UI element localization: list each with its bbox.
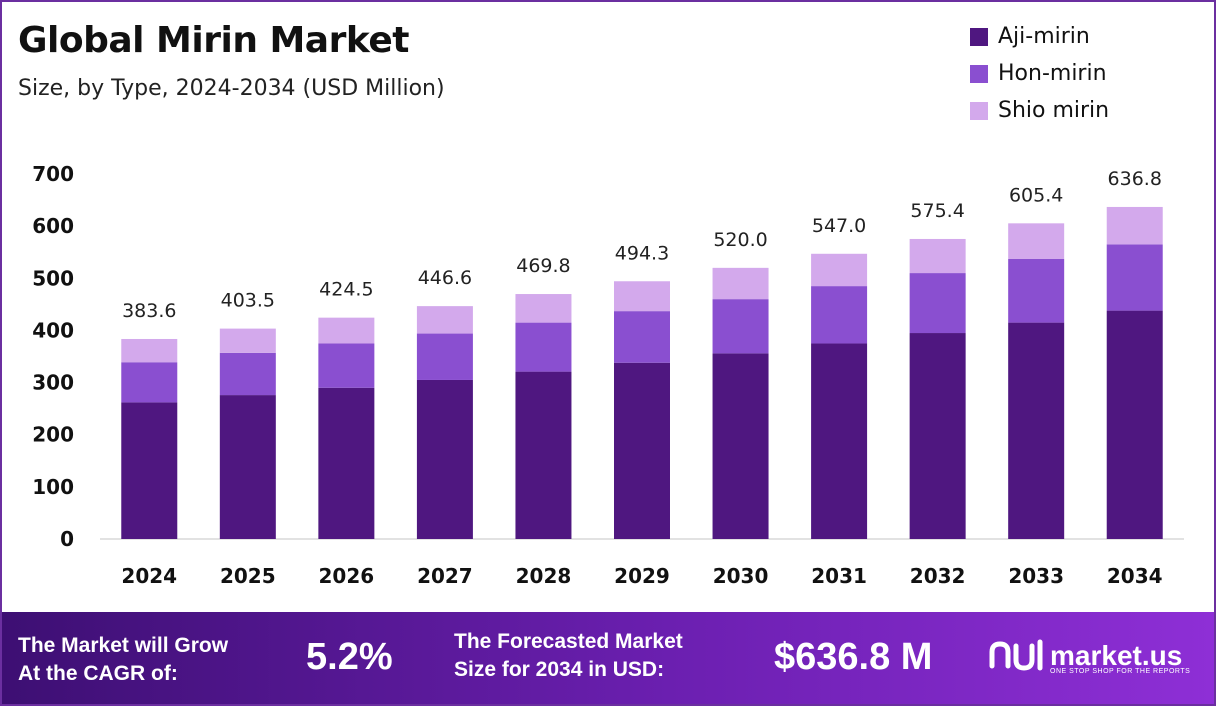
legend-label-aji: Aji-mirin [998,24,1090,49]
bar-segment-hon [712,299,769,354]
x-tick-label: 2027 [417,564,473,588]
logo-text: market.us [1050,640,1183,671]
bar-segment-shio [219,328,276,353]
bar-segment-aji [712,353,769,539]
bar-chart: 0 100 200 300 400 500 600 700 383.6 2024 403.5 2025… [32,162,1184,588]
x-tick-label: 2030 [713,564,769,588]
bar-total-label: 520.0 [713,229,767,251]
legend-swatch-shio [970,101,988,120]
bar-segment-aji [1008,322,1065,539]
bar-segment-aji [515,371,572,539]
bar-total-label: 469.8 [516,255,570,277]
y-tick-label: 100 [32,475,74,499]
cagr-label-line2: At the CAGR of: [18,662,178,685]
legend-item-shio: Shio mirin [970,92,1109,129]
x-tick-label: 2024 [121,564,177,588]
bar-total-label: 636.8 [1108,168,1162,190]
legend: Aji-mirin Hon-mirin Shio mirin [970,18,1109,129]
x-tick-label: 2032 [910,564,966,588]
bar-total-label: 446.6 [418,267,472,289]
bar-total-label: 605.4 [1009,184,1063,206]
bar-segment-aji [416,379,473,539]
market-us-logo: market.us ONE STOP SHOP FOR THE REPORTS [988,636,1190,676]
y-tick-label: 500 [32,266,74,290]
bar-segment-hon [614,311,670,363]
bar-segment-shio [712,267,769,300]
y-tick-label: 0 [60,527,74,551]
bar-segment-hon [416,333,473,380]
bar-total-label: 383.6 [122,300,176,322]
bar-segment-hon [121,362,178,403]
bar-segment-shio [318,317,375,344]
x-tick-label: 2029 [614,564,670,588]
legend-item-hon: Hon-mirin [970,55,1109,92]
bar-total-label: 547.0 [812,215,866,237]
x-tick-label: 2025 [220,564,276,588]
legend-label-shio: Shio mirin [998,98,1110,123]
cagr-label: The Market will Grow At the CAGR of: [18,632,228,688]
bar-segment-shio [121,338,178,363]
bar-segment-shio [1008,223,1065,259]
y-tick-label: 400 [32,318,74,342]
bar-segment-aji [318,387,375,539]
bar-segment-hon [318,343,375,388]
x-tick-label: 2026 [319,564,375,588]
bar-segment-aji [121,402,178,539]
forecast-label: The Forecasted Market Size for 2034 in U… [454,628,683,684]
x-tick-label: 2034 [1107,564,1163,588]
forecast-value: $636.8 M [774,636,933,678]
legend-item-aji: Aji-mirin [970,18,1109,55]
bar-total-label: 575.4 [910,200,964,222]
legend-label-hon: Hon-mirin [998,61,1107,86]
y-tick-label: 200 [32,423,74,447]
logo-tagline: ONE STOP SHOP FOR THE REPORTS [1050,668,1191,675]
x-tick-label: 2028 [516,564,572,588]
bar-segment-hon [909,273,966,334]
bar-segment-shio [614,281,670,312]
bar-segment-shio [416,306,473,334]
footer-banner: The Market will Grow At the CAGR of: 5.2… [2,612,1214,704]
bar-total-label: 403.5 [221,290,275,312]
y-tick-label: 600 [32,214,74,238]
bar-segment-shio [515,294,572,323]
market-us-logo-icon [989,639,1043,671]
bar-segment-aji [1106,310,1163,539]
x-tick-label: 2031 [811,564,867,588]
cagr-label-line1: The Market will Grow [18,634,229,657]
bar-segment-aji [614,362,670,539]
bar-segment-hon [1106,244,1163,311]
cagr-value: 5.2% [306,636,393,678]
forecast-label-line2: Size for 2034 in USD: [454,658,665,681]
chart-title: Global Mirin Market [18,20,409,61]
bar-total-label: 424.5 [319,279,373,301]
legend-swatch-hon [970,64,988,83]
x-tick-label: 2033 [1008,564,1064,588]
bar-segment-shio [909,238,966,274]
bar-segment-hon [515,322,572,372]
bar-segment-hon [1008,258,1065,323]
y-tick-label: 700 [32,162,74,186]
bar-segment-shio [1106,206,1163,245]
bar-segment-hon [219,352,276,396]
chart-subtitle: Size, by Type, 2024-2034 (USD Million) [18,76,445,101]
bar-segment-aji [909,333,966,539]
forecast-label-line1: The Forecasted Market [454,630,683,653]
bar-segment-shio [811,253,868,287]
bar-segment-aji [811,343,868,539]
legend-swatch-aji [970,27,988,46]
y-tick-label: 300 [32,371,74,395]
bar-segment-aji [219,395,276,539]
bar-total-label: 494.3 [615,242,669,264]
bar-segment-hon [811,286,868,344]
